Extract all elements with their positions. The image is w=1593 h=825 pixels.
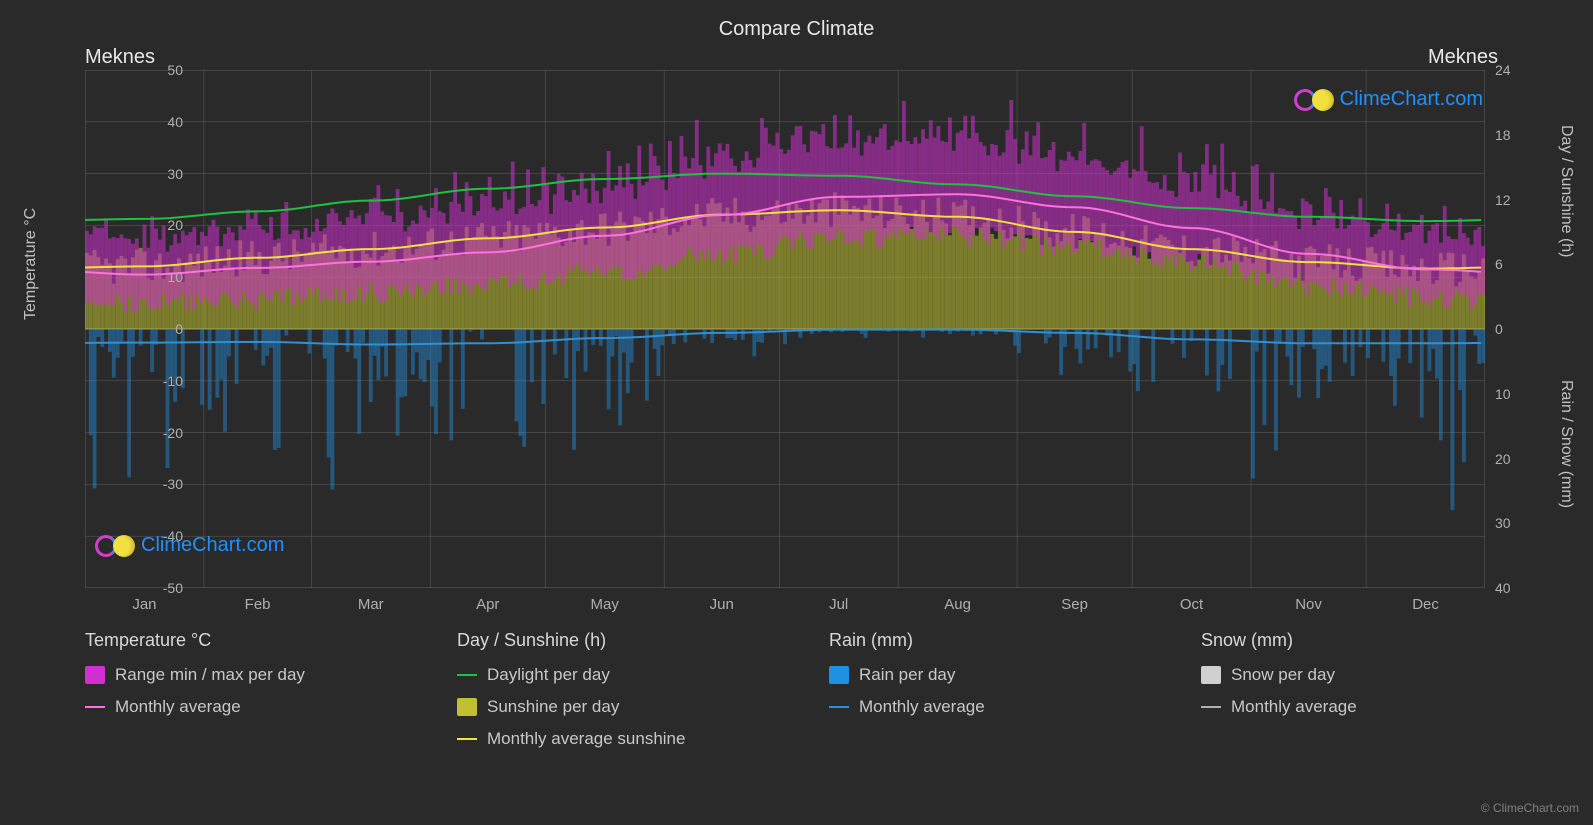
watermark-text: ClimeChart.com xyxy=(141,534,284,557)
legend-item: Range min / max per day xyxy=(85,665,417,685)
legend-swatch xyxy=(829,706,849,708)
legend-label: Monthly average xyxy=(1231,697,1357,717)
copyright-text: © ClimeChart.com xyxy=(1481,801,1579,815)
legend-item: Monthly average xyxy=(1201,697,1533,717)
legend-label: Monthly average xyxy=(115,697,241,717)
legend-item: Monthly average sunshine xyxy=(457,729,789,749)
y-tick-left: 50 xyxy=(143,62,183,78)
legend-item: Rain per day xyxy=(829,665,1161,685)
y-tick-left: 40 xyxy=(143,114,183,130)
y-tick-right: 18 xyxy=(1495,127,1535,143)
y-axis-left-label: Temperature °C xyxy=(22,208,40,320)
legend-column: Temperature °C Range min / max per day Mon… xyxy=(85,630,417,761)
chart-svg xyxy=(85,70,1485,588)
y-axis-right-bottom-label: Rain / Snow (mm) xyxy=(1557,380,1575,508)
climate-chart xyxy=(85,70,1485,588)
legend-swatch xyxy=(85,666,105,684)
chart-title: Compare Climate xyxy=(0,0,1593,41)
y-tick-left: 0 xyxy=(143,321,183,337)
legend-header: Temperature °C xyxy=(85,630,417,651)
x-tick-month: Mar xyxy=(341,596,401,613)
y-tick-left: 20 xyxy=(143,217,183,233)
legend-column: Rain (mm) Rain per day Monthly average xyxy=(829,630,1161,761)
legend-swatch xyxy=(1201,706,1221,708)
legend-label: Daylight per day xyxy=(487,665,610,685)
legend-swatch xyxy=(85,706,105,708)
legend-label: Snow per day xyxy=(1231,665,1335,685)
y-tick-left: -50 xyxy=(143,580,183,596)
x-tick-month: Dec xyxy=(1396,596,1456,613)
watermark-bottom: ClimeChart.com xyxy=(95,534,284,557)
y-axis-right-top-label: Day / Sunshine (h) xyxy=(1557,125,1575,258)
legend-label: Monthly average sunshine xyxy=(487,729,685,749)
x-tick-month: Apr xyxy=(458,596,518,613)
x-tick-month: Feb xyxy=(228,596,288,613)
legend-label: Sunshine per day xyxy=(487,697,619,717)
legend-swatch xyxy=(457,698,477,716)
legend-item: Monthly average xyxy=(829,697,1161,717)
y-tick-right: 24 xyxy=(1495,62,1535,78)
watermark-top: ClimeChart.com xyxy=(1294,88,1483,111)
y-tick-right: 6 xyxy=(1495,256,1535,272)
logo-sun-icon xyxy=(1312,89,1334,111)
legend-swatch xyxy=(1201,666,1221,684)
legend-header: Rain (mm) xyxy=(829,630,1161,651)
legend-label: Rain per day xyxy=(859,665,955,685)
location-label-right: Meknes xyxy=(1428,46,1498,69)
logo-sun-icon xyxy=(113,535,135,557)
x-tick-month: Aug xyxy=(928,596,988,613)
legend-header: Day / Sunshine (h) xyxy=(457,630,789,651)
legend-label: Range min / max per day xyxy=(115,665,305,685)
y-tick-right: 20 xyxy=(1495,451,1535,467)
chart-legend: Temperature °C Range min / max per day Mon… xyxy=(85,630,1533,761)
y-tick-right: 12 xyxy=(1495,192,1535,208)
y-tick-right: 40 xyxy=(1495,580,1535,596)
x-tick-month: May xyxy=(575,596,635,613)
legend-column: Snow (mm) Snow per day Monthly average xyxy=(1201,630,1533,761)
legend-swatch xyxy=(457,738,477,740)
x-tick-month: Sep xyxy=(1045,596,1105,613)
x-tick-month: Jan xyxy=(114,596,174,613)
legend-item: Daylight per day xyxy=(457,665,789,685)
legend-label: Monthly average xyxy=(859,697,985,717)
legend-column: Day / Sunshine (h) Daylight per day Sunshi… xyxy=(457,630,789,761)
y-tick-left: -20 xyxy=(143,425,183,441)
y-tick-left: 30 xyxy=(143,166,183,182)
legend-swatch xyxy=(829,666,849,684)
y-tick-left: -30 xyxy=(143,476,183,492)
x-tick-month: Oct xyxy=(1162,596,1222,613)
y-tick-left: -10 xyxy=(143,373,183,389)
watermark-text: ClimeChart.com xyxy=(1340,88,1483,111)
y-tick-right: 10 xyxy=(1495,386,1535,402)
x-tick-month: Jul xyxy=(809,596,869,613)
legend-item: Monthly average xyxy=(85,697,417,717)
x-tick-month: Jun xyxy=(692,596,752,613)
legend-header: Snow (mm) xyxy=(1201,630,1533,651)
legend-item: Snow per day xyxy=(1201,665,1533,685)
y-tick-right: 0 xyxy=(1495,321,1535,337)
y-tick-right: 30 xyxy=(1495,515,1535,531)
x-tick-month: Nov xyxy=(1279,596,1339,613)
y-tick-left: 10 xyxy=(143,269,183,285)
legend-swatch xyxy=(457,674,477,676)
legend-item: Sunshine per day xyxy=(457,697,789,717)
